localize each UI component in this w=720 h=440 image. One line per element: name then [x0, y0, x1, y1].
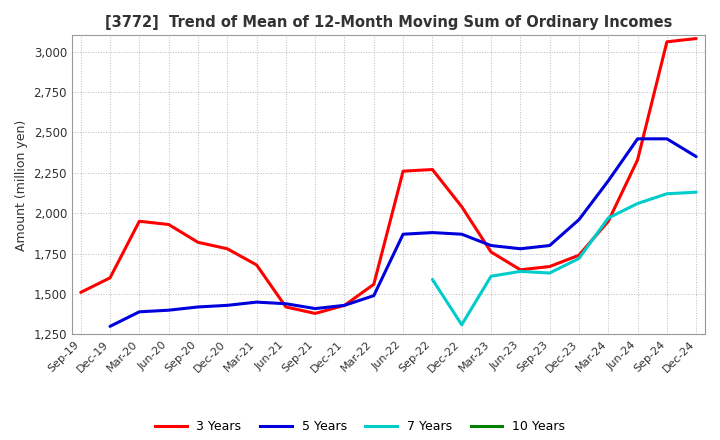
- 3 Years: [692, 36, 701, 41]
- 5 Years: [399, 231, 408, 237]
- 7 Years: [457, 322, 466, 327]
- 3 Years: [135, 219, 144, 224]
- 3 Years: [340, 303, 348, 308]
- 5 Years: [692, 154, 701, 159]
- 3 Years: [223, 246, 232, 251]
- 5 Years: [135, 309, 144, 315]
- 5 Years: [194, 304, 202, 310]
- 3 Years: [604, 219, 613, 224]
- 7 Years: [604, 216, 613, 221]
- 3 Years: [634, 157, 642, 162]
- 7 Years: [634, 201, 642, 206]
- 7 Years: [575, 256, 583, 261]
- 5 Years: [223, 303, 232, 308]
- 5 Years: [545, 243, 554, 248]
- 3 Years: [252, 262, 261, 268]
- 3 Years: [428, 167, 437, 172]
- Title: [3772]  Trend of Mean of 12-Month Moving Sum of Ordinary Incomes: [3772] Trend of Mean of 12-Month Moving …: [105, 15, 672, 30]
- Legend: 3 Years, 5 Years, 7 Years, 10 Years: 3 Years, 5 Years, 7 Years, 10 Years: [150, 415, 570, 438]
- 3 Years: [545, 264, 554, 269]
- 3 Years: [76, 290, 85, 295]
- 5 Years: [428, 230, 437, 235]
- 5 Years: [252, 300, 261, 305]
- 5 Years: [164, 308, 173, 313]
- Line: 3 Years: 3 Years: [81, 39, 696, 313]
- 5 Years: [369, 293, 378, 298]
- 7 Years: [516, 269, 525, 274]
- 3 Years: [311, 311, 320, 316]
- 7 Years: [428, 277, 437, 282]
- 5 Years: [634, 136, 642, 141]
- 3 Years: [399, 169, 408, 174]
- 3 Years: [194, 240, 202, 245]
- 3 Years: [516, 267, 525, 272]
- 5 Years: [340, 303, 348, 308]
- 3 Years: [457, 204, 466, 209]
- 3 Years: [487, 249, 495, 255]
- 7 Years: [487, 274, 495, 279]
- 5 Years: [575, 217, 583, 222]
- 3 Years: [369, 282, 378, 287]
- 5 Years: [106, 324, 114, 329]
- 5 Years: [282, 301, 290, 306]
- 5 Years: [604, 178, 613, 183]
- 3 Years: [662, 39, 671, 44]
- 5 Years: [662, 136, 671, 141]
- 5 Years: [516, 246, 525, 251]
- 3 Years: [106, 275, 114, 281]
- 7 Years: [545, 270, 554, 275]
- Line: 5 Years: 5 Years: [110, 139, 696, 326]
- 3 Years: [575, 253, 583, 258]
- 5 Years: [457, 231, 466, 237]
- 3 Years: [282, 304, 290, 310]
- 5 Years: [311, 306, 320, 311]
- 7 Years: [662, 191, 671, 196]
- 7 Years: [692, 190, 701, 195]
- Y-axis label: Amount (million yen): Amount (million yen): [15, 119, 28, 250]
- Line: 7 Years: 7 Years: [433, 192, 696, 325]
- 5 Years: [487, 243, 495, 248]
- 3 Years: [164, 222, 173, 227]
